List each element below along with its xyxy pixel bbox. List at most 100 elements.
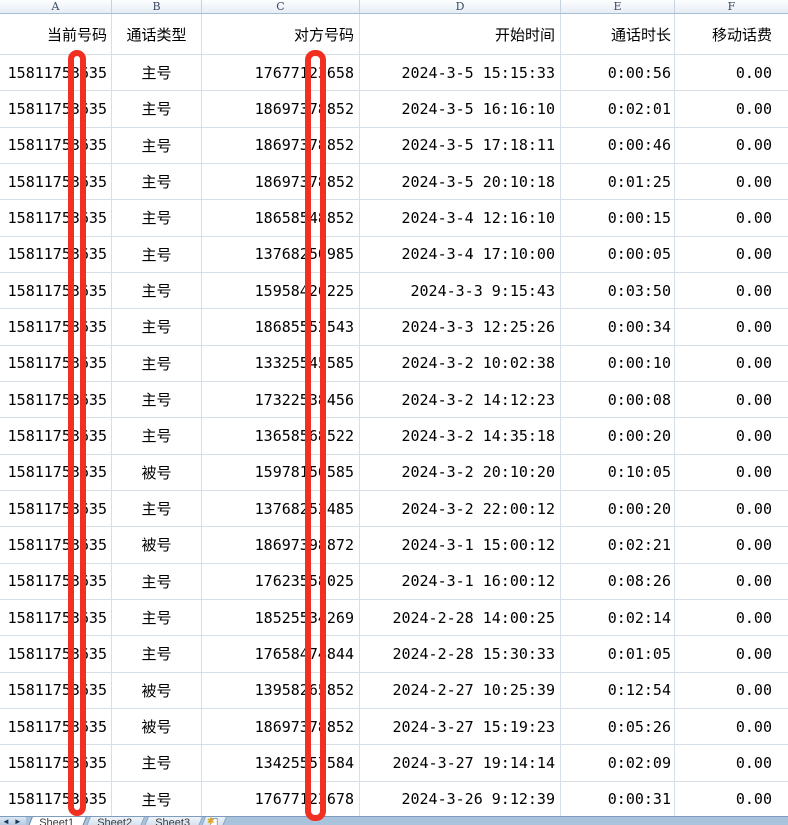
- cell-current-number[interactable]: 15811753635: [0, 236, 112, 272]
- cell-other-number[interactable]: 18697378852: [202, 163, 360, 200]
- cell-start-time[interactable]: 2024-2-28 14:00:25: [360, 599, 561, 636]
- cell-call-type[interactable]: 主号: [112, 490, 202, 527]
- cell-start-time[interactable]: 2024-2-27 10:25:39: [360, 672, 561, 708]
- header-call-type[interactable]: 通话类型: [112, 14, 202, 54]
- tab-sheet2[interactable]: Sheet2: [83, 817, 145, 825]
- cell-mobile-fee[interactable]: 0.00: [735, 390, 772, 409]
- cell-call-type[interactable]: 主号: [112, 309, 202, 345]
- column-header-d[interactable]: D: [360, 0, 561, 13]
- cell-start-time[interactable]: 2024-3-4 17:10:00: [360, 236, 561, 272]
- cell-other-number[interactable]: 15978156585: [202, 454, 360, 490]
- cell-call-type[interactable]: 主号: [112, 127, 202, 163]
- cell-duration[interactable]: 0:00:34: [561, 309, 675, 345]
- cell-mobile-fee[interactable]: 0.00: [735, 572, 772, 591]
- cell-call-type[interactable]: 主号: [112, 418, 202, 454]
- cell-call-type[interactable]: 被号: [112, 527, 202, 563]
- cell-call-type[interactable]: 主号: [112, 381, 202, 418]
- cell-other-number[interactable]: 13768252485: [202, 490, 360, 527]
- cell-duration[interactable]: 0:00:31: [561, 781, 675, 817]
- cell-start-time[interactable]: 2024-3-2 10:02:38: [360, 345, 561, 381]
- cell-call-type[interactable]: 主号: [112, 236, 202, 272]
- cell-other-number[interactable]: 18697378852: [202, 708, 360, 745]
- cell-mobile-fee[interactable]: 0.00: [735, 753, 772, 772]
- cell-start-time[interactable]: 2024-3-2 22:00:12: [360, 490, 561, 527]
- cell-other-number[interactable]: 13325545585: [202, 345, 360, 381]
- column-header-f[interactable]: F: [727, 0, 736, 13]
- cell-start-time[interactable]: 2024-3-5 17:18:11: [360, 127, 561, 163]
- cell-call-type[interactable]: 主号: [112, 781, 202, 817]
- cell-current-number[interactable]: 15811753635: [0, 781, 112, 817]
- header-mobile-fee[interactable]: 移动话费: [711, 25, 772, 44]
- cell-duration[interactable]: 0:00:05: [561, 236, 675, 272]
- column-header-a[interactable]: A: [0, 0, 112, 13]
- cell-other-number[interactable]: 17677123678: [202, 781, 360, 817]
- cell-duration[interactable]: 0:02:21: [561, 527, 675, 563]
- cell-start-time[interactable]: 2024-3-3 12:25:26: [360, 309, 561, 345]
- cell-other-number[interactable]: 18685552543: [202, 309, 360, 345]
- cell-mobile-fee[interactable]: 0.00: [735, 463, 772, 482]
- cell-start-time[interactable]: 2024-3-2 14:35:18: [360, 418, 561, 454]
- cell-call-type[interactable]: 主号: [112, 272, 202, 309]
- cell-call-type[interactable]: 主号: [112, 636, 202, 672]
- cell-duration[interactable]: 0:00:20: [561, 418, 675, 454]
- prev-sheet-icon[interactable]: ◄: [2, 817, 10, 825]
- cell-duration[interactable]: 0:10:05: [561, 454, 675, 490]
- cell-call-type[interactable]: 主号: [112, 563, 202, 599]
- cell-call-type[interactable]: 主号: [112, 55, 202, 91]
- next-sheet-icon[interactable]: ►: [13, 817, 22, 825]
- cell-mobile-fee[interactable]: 0.00: [735, 499, 772, 518]
- cell-duration[interactable]: 0:05:26: [561, 708, 675, 745]
- cell-other-number[interactable]: 17623558025: [202, 563, 360, 599]
- cell-duration[interactable]: 0:03:50: [561, 272, 675, 309]
- cell-other-number[interactable]: 18697378852: [202, 127, 360, 163]
- cell-call-type[interactable]: 被号: [112, 672, 202, 708]
- cell-current-number[interactable]: 15811753635: [0, 636, 112, 672]
- header-start-time[interactable]: 开始时间: [360, 14, 561, 54]
- cell-other-number[interactable]: 17322538456: [202, 381, 360, 418]
- cell-mobile-fee[interactable]: 0.00: [735, 208, 772, 227]
- cell-mobile-fee[interactable]: 0.00: [735, 63, 772, 82]
- insert-worksheet-button[interactable]: ✱: [199, 817, 228, 825]
- cell-duration[interactable]: 0:01:05: [561, 636, 675, 672]
- cell-other-number[interactable]: 13958265852: [202, 672, 360, 708]
- cell-start-time[interactable]: 2024-3-2 20:10:20: [360, 454, 561, 490]
- cell-current-number[interactable]: 15811753635: [0, 454, 112, 490]
- cell-start-time[interactable]: 2024-2-28 15:30:33: [360, 636, 561, 672]
- cell-mobile-fee[interactable]: 0.00: [735, 717, 772, 736]
- cell-start-time[interactable]: 2024-3-1 15:00:12: [360, 527, 561, 563]
- cell-mobile-fee[interactable]: 0.00: [735, 535, 772, 554]
- cell-start-time[interactable]: 2024-3-26 9:12:39: [360, 781, 561, 817]
- cell-mobile-fee[interactable]: 0.00: [735, 354, 772, 373]
- cell-other-number[interactable]: 18697398872: [202, 527, 360, 563]
- cell-start-time[interactable]: 2024-3-5 20:10:18: [360, 163, 561, 200]
- cell-mobile-fee[interactable]: 0.00: [735, 644, 772, 663]
- cell-mobile-fee[interactable]: 0.00: [735, 281, 772, 300]
- cell-current-number[interactable]: 15811753635: [0, 745, 112, 781]
- cell-mobile-fee[interactable]: 0.00: [735, 99, 772, 118]
- cell-mobile-fee[interactable]: 0.00: [735, 608, 772, 627]
- cell-duration[interactable]: 0:02:01: [561, 91, 675, 127]
- cell-current-number[interactable]: 15811753635: [0, 127, 112, 163]
- cell-duration[interactable]: 0:12:54: [561, 672, 675, 708]
- tab-sheet1[interactable]: Sheet1: [26, 817, 87, 825]
- cell-call-type[interactable]: 主号: [112, 745, 202, 781]
- cell-current-number[interactable]: 15811753635: [0, 381, 112, 418]
- cell-current-number[interactable]: 15811753635: [0, 163, 112, 200]
- cell-current-number[interactable]: 15811753635: [0, 55, 112, 91]
- cell-current-number[interactable]: 15811753635: [0, 527, 112, 563]
- cell-start-time[interactable]: 2024-3-27 19:14:14: [360, 745, 561, 781]
- cell-duration[interactable]: 0:00:20: [561, 490, 675, 527]
- cell-duration[interactable]: 0:00:10: [561, 345, 675, 381]
- cell-current-number[interactable]: 15811753635: [0, 91, 112, 127]
- cell-duration[interactable]: 0:01:25: [561, 163, 675, 200]
- cell-current-number[interactable]: 15811753635: [0, 200, 112, 236]
- cell-other-number[interactable]: 17677123658: [202, 55, 360, 91]
- cell-start-time[interactable]: 2024-3-27 15:19:23: [360, 708, 561, 745]
- cell-mobile-fee[interactable]: 0.00: [735, 426, 772, 445]
- cell-current-number[interactable]: 15811753635: [0, 345, 112, 381]
- cell-mobile-fee[interactable]: 0.00: [735, 136, 772, 155]
- cell-current-number[interactable]: 15811753635: [0, 490, 112, 527]
- column-header-c[interactable]: C: [202, 0, 360, 13]
- cell-other-number[interactable]: 18525534269: [202, 599, 360, 636]
- cell-other-number[interactable]: 13768250985: [202, 236, 360, 272]
